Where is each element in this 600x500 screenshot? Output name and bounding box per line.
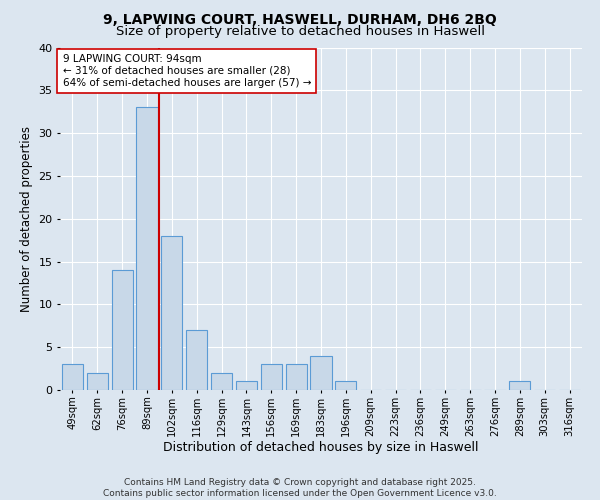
Bar — [112, 270, 133, 390]
Text: Contains HM Land Registry data © Crown copyright and database right 2025.
Contai: Contains HM Land Registry data © Crown c… — [103, 478, 497, 498]
Bar — [236, 382, 257, 390]
Text: Size of property relative to detached houses in Haswell: Size of property relative to detached ho… — [115, 25, 485, 38]
Bar — [87, 373, 108, 390]
Bar — [286, 364, 307, 390]
Bar — [310, 356, 332, 390]
Bar — [161, 236, 182, 390]
Bar — [186, 330, 207, 390]
X-axis label: Distribution of detached houses by size in Haswell: Distribution of detached houses by size … — [163, 442, 479, 454]
Y-axis label: Number of detached properties: Number of detached properties — [20, 126, 32, 312]
Text: 9 LAPWING COURT: 94sqm
← 31% of detached houses are smaller (28)
64% of semi-det: 9 LAPWING COURT: 94sqm ← 31% of detached… — [62, 54, 311, 88]
Bar — [335, 382, 356, 390]
Bar — [509, 382, 530, 390]
Bar — [211, 373, 232, 390]
Bar — [261, 364, 282, 390]
Text: 9, LAPWING COURT, HASWELL, DURHAM, DH6 2BQ: 9, LAPWING COURT, HASWELL, DURHAM, DH6 2… — [103, 12, 497, 26]
Bar — [136, 108, 158, 390]
Bar — [62, 364, 83, 390]
